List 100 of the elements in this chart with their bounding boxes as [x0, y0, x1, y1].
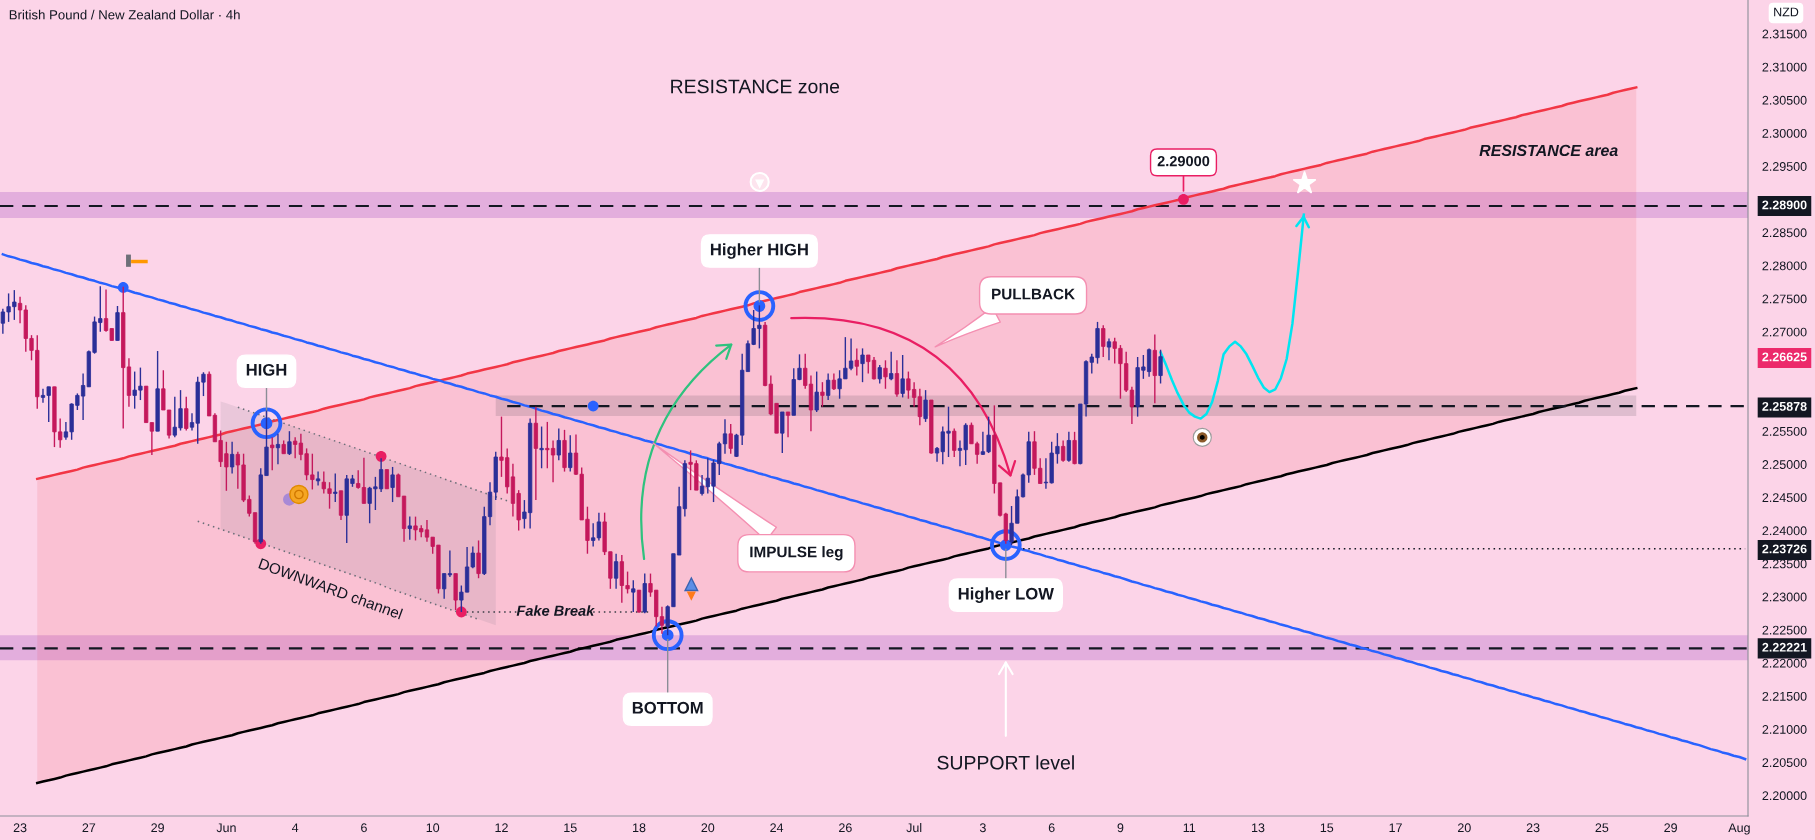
x-tick-label: 24: [770, 823, 784, 832]
candlestick: [900, 354, 905, 399]
ref-line-label: 2.22221: [1762, 642, 1807, 652]
annotation: HIGH: [246, 363, 287, 376]
x-tick-label: 6: [361, 823, 367, 833]
y-tick-label: 2.25000: [1762, 460, 1807, 469]
annotation: SUPPORT level: [937, 755, 1074, 770]
x-tick-label: 20: [1457, 823, 1471, 833]
y-tick-label: 2.31000: [1762, 62, 1807, 72]
text: British Pound / New Zealand Dollar · 4h: [9, 9, 240, 20]
x-tick-label: Jul: [906, 822, 922, 833]
x-tick-label: 13: [1251, 823, 1265, 833]
y-tick-label: 2.23500: [1762, 559, 1807, 569]
x-tick-label: 25: [1595, 823, 1609, 833]
candlestick: [613, 553, 619, 590]
candlestick: [894, 359, 900, 398]
candlestick: [1101, 324, 1106, 358]
x-tick-label: 4: [291, 823, 299, 832]
candlestick: [814, 370, 819, 413]
annotation: Higher HIGH: [710, 243, 808, 259]
candlestick: [860, 347, 865, 383]
y-axis-title: NZD: [1774, 7, 1799, 17]
x-tick-label: 20: [701, 823, 715, 833]
point: [117, 282, 129, 293]
candlestick: [384, 468, 389, 490]
x-tick-label: 29: [151, 823, 164, 833]
candlestick: [275, 433, 281, 465]
candlestick: [287, 430, 292, 456]
candlestick: [923, 389, 928, 423]
ref-line-label: 2.28900: [1762, 200, 1807, 210]
candlestick: [889, 351, 894, 381]
annotation: RESISTANCE zone: [671, 79, 840, 94]
candlestick: [407, 515, 412, 541]
candlestick: [1072, 431, 1077, 465]
y-tick-label: 2.25500: [1762, 426, 1807, 436]
y-tick-label: 2.22500: [1762, 625, 1807, 635]
candlestick: [854, 347, 859, 377]
x-tick-label: 3: [979, 823, 986, 833]
y-tick-label: 2.23000: [1762, 592, 1807, 602]
y-tick-label: 2.20000: [1762, 791, 1807, 801]
y-tick-label: 2.30000: [1762, 128, 1807, 138]
annotation: Fake Break: [516, 605, 595, 616]
annotation: 2.29000: [1157, 155, 1210, 167]
y-tick-label: 2.21500: [1762, 691, 1807, 701]
y-tick-label: 2.20500: [1762, 758, 1807, 767]
x-tick-label: 26: [839, 823, 852, 833]
point: [1178, 193, 1189, 205]
candlestick: [270, 436, 275, 471]
y-tick-label: 2.30500: [1762, 95, 1807, 105]
y-tick-label: 2.28000: [1762, 261, 1807, 271]
candlestick: [333, 472, 338, 503]
candlestick: [780, 411, 785, 454]
candlestick: [568, 434, 573, 473]
y-tick-label: 2.24500: [1762, 493, 1807, 503]
candlestick: [184, 396, 189, 432]
line-series: [237, 406, 508, 502]
candlestick: [556, 427, 561, 462]
x-tick-label: 17: [1389, 823, 1402, 832]
y-tick-label: 2.24000: [1762, 526, 1807, 536]
candlestick: [728, 423, 733, 455]
x-tick-label: Jun: [216, 823, 236, 833]
candlestick: [1060, 439, 1066, 463]
candlestick: [636, 589, 642, 614]
x-tick-label: 29: [1664, 823, 1677, 833]
candlestick: [315, 470, 321, 487]
x-tick-label: 27: [82, 823, 96, 832]
y-tick-label: 2.21000: [1762, 725, 1807, 734]
y-tick-label: 2.27000: [1762, 327, 1807, 337]
candlestick: [476, 539, 481, 579]
candlestick: [785, 411, 791, 438]
y-tick-label: 2.29500: [1762, 162, 1807, 171]
candlestick: [229, 441, 235, 475]
x-tick-label: 18: [633, 823, 646, 833]
y-tick-label: 2.25878: [1762, 401, 1807, 411]
candlestick: [952, 427, 957, 458]
y-tick-label: 2.23726: [1762, 544, 1807, 554]
candlestick: [1158, 349, 1163, 385]
x-tick-label: 23: [1526, 823, 1540, 833]
candlestick: [877, 364, 882, 385]
x-tick-label: 10: [426, 823, 440, 833]
annotation: IMPULSE leg: [750, 546, 843, 561]
y-tick-label: 2.31500: [1762, 29, 1807, 39]
annotation: BOTTOM: [632, 701, 703, 714]
x-tick-label: 11: [1183, 823, 1196, 832]
candlestick: [1106, 337, 1112, 362]
x-tick-label: 6: [1048, 823, 1055, 833]
x-tick-label: 9: [1117, 823, 1124, 833]
candlestick: [820, 381, 825, 408]
x-tick-label: 15: [1320, 823, 1334, 833]
line-series: [36, 386, 1638, 785]
y-tick-label: 2.28500: [1762, 228, 1807, 238]
candlestick: [539, 425, 544, 469]
x-tick-label: 15: [564, 823, 577, 833]
y-tick-label: 2.27500: [1762, 294, 1807, 304]
annotation: PULLBACK: [992, 288, 1075, 300]
candlestick: [1066, 431, 1071, 463]
x-tick-label: 12: [495, 823, 508, 832]
y-tick-label: 2.22000: [1762, 658, 1807, 668]
candlestick: [631, 579, 636, 613]
annotation: Higher LOW: [958, 587, 1054, 603]
